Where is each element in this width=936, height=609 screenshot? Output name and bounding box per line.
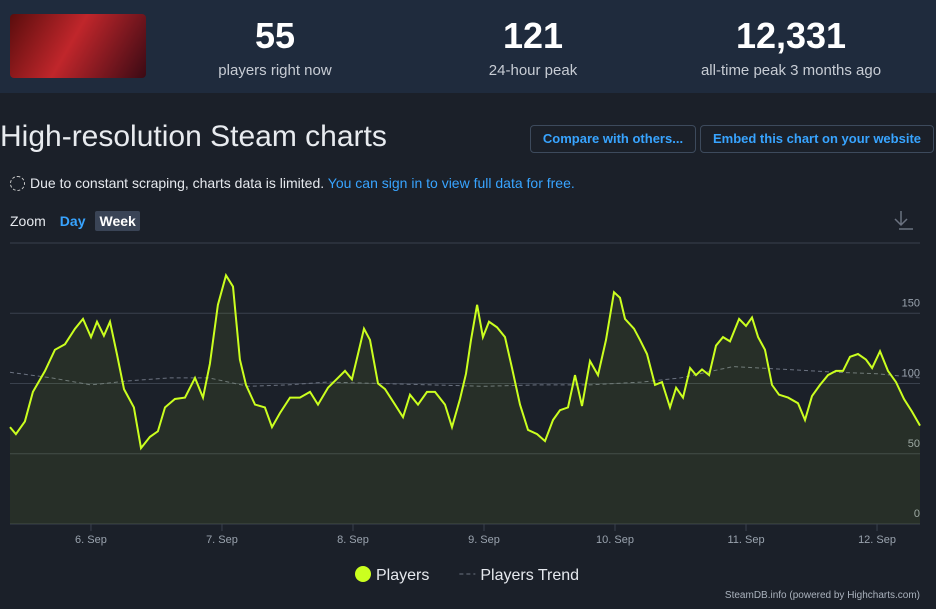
x-tick-label: 12. Sep	[858, 534, 896, 546]
legend-label[interactable]: Players	[376, 567, 429, 584]
legend-marker	[355, 566, 371, 582]
stat-label: players right now	[218, 62, 332, 79]
zoom-label: Zoom	[10, 213, 46, 229]
y-tick-label: 0	[914, 508, 920, 520]
credit: SteamDB.info (powered by Highcharts.com)	[725, 590, 920, 601]
embed-button[interactable]: Embed this chart on your website	[700, 125, 934, 153]
stat-value: 12,331	[735, 15, 847, 56]
header: 55 players right now 121 24-hour peak 12,3…	[0, 0, 936, 93]
y-tick-label: 50	[908, 438, 920, 450]
stat-label: all-time peak 3 months ago	[700, 62, 882, 79]
x-tick-label: 11. Sep	[727, 534, 764, 546]
legend-label[interactable]: Players Trend	[480, 567, 579, 584]
notice-icon	[10, 176, 25, 191]
y-tick-label: 100	[902, 368, 920, 380]
line	[9, 366, 921, 387]
x-tick-label: 7. Sep	[206, 534, 238, 546]
stat-value: 55	[254, 15, 296, 56]
stat: 55 players right now	[145, 15, 405, 80]
compare-button[interactable]: Compare with others...	[530, 125, 696, 153]
stat-value: 121	[502, 15, 564, 56]
notice-text: Due to constant scraping, charts data is…	[30, 175, 325, 191]
x-tick-label: 6. Sep	[75, 534, 107, 546]
game-image[interactable]	[10, 14, 146, 78]
stat-label: 24-hour peak	[488, 62, 578, 79]
stat: 121 24-hour peak	[403, 15, 663, 80]
line	[9, 272, 921, 451]
download-icon[interactable]	[894, 211, 913, 230]
zoom-week[interactable]: Week	[95, 211, 140, 231]
x-tick-label: 9. Sep	[468, 534, 500, 546]
sign-in-link[interactable]: You can sign in to view full data for fr…	[327, 175, 575, 191]
y-tick-label: 150	[902, 297, 920, 309]
notice: Due to constant scraping, charts data is…	[10, 175, 575, 191]
x-tick-label: 10. Sep	[596, 534, 634, 546]
x-tick-label: 8. Sep	[337, 534, 369, 546]
zoom-day[interactable]: Day	[59, 213, 86, 229]
stat: 12,331 all-time peak 3 months ago	[661, 15, 921, 80]
area	[10, 275, 920, 524]
page-title: High-resolution Steam charts	[0, 120, 387, 153]
zoom: Zoom Day Week	[10, 211, 140, 231]
